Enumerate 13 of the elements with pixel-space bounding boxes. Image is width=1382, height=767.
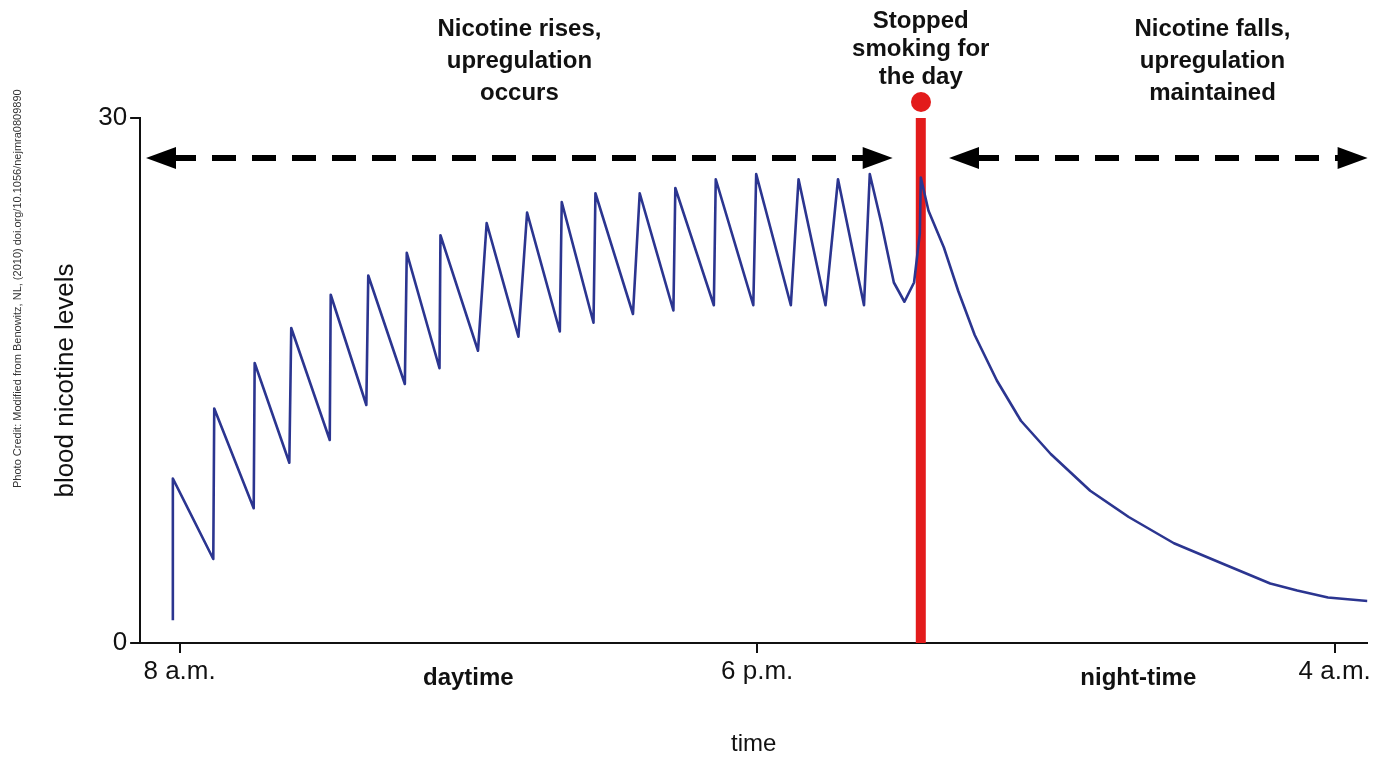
y-axis-title: blood nicotine levels	[48, 263, 79, 498]
y-tick-label: 30	[98, 101, 128, 132]
text: Nicotine rises, upregulation occurs	[436, 13, 603, 107]
x-tick-label: 6 p.m.	[721, 654, 794, 685]
x-axis-title: time	[731, 729, 777, 757]
y-tick-label: 0	[112, 626, 128, 657]
ref-line-label: Stopped smoking for the day	[851, 6, 991, 90]
text: night-time	[1079, 662, 1198, 692]
x-tick-label: 8 a.m.	[143, 654, 216, 685]
x-tick-label: 4 a.m.	[1298, 654, 1371, 685]
text: daytime	[422, 662, 515, 692]
text: Nicotine falls, upregulation maintained	[1133, 13, 1292, 107]
text: Photo Credit: Modified from Benowitz, NL, (2010) doi.org/10.1056/nejmra0809890	[10, 89, 24, 488]
